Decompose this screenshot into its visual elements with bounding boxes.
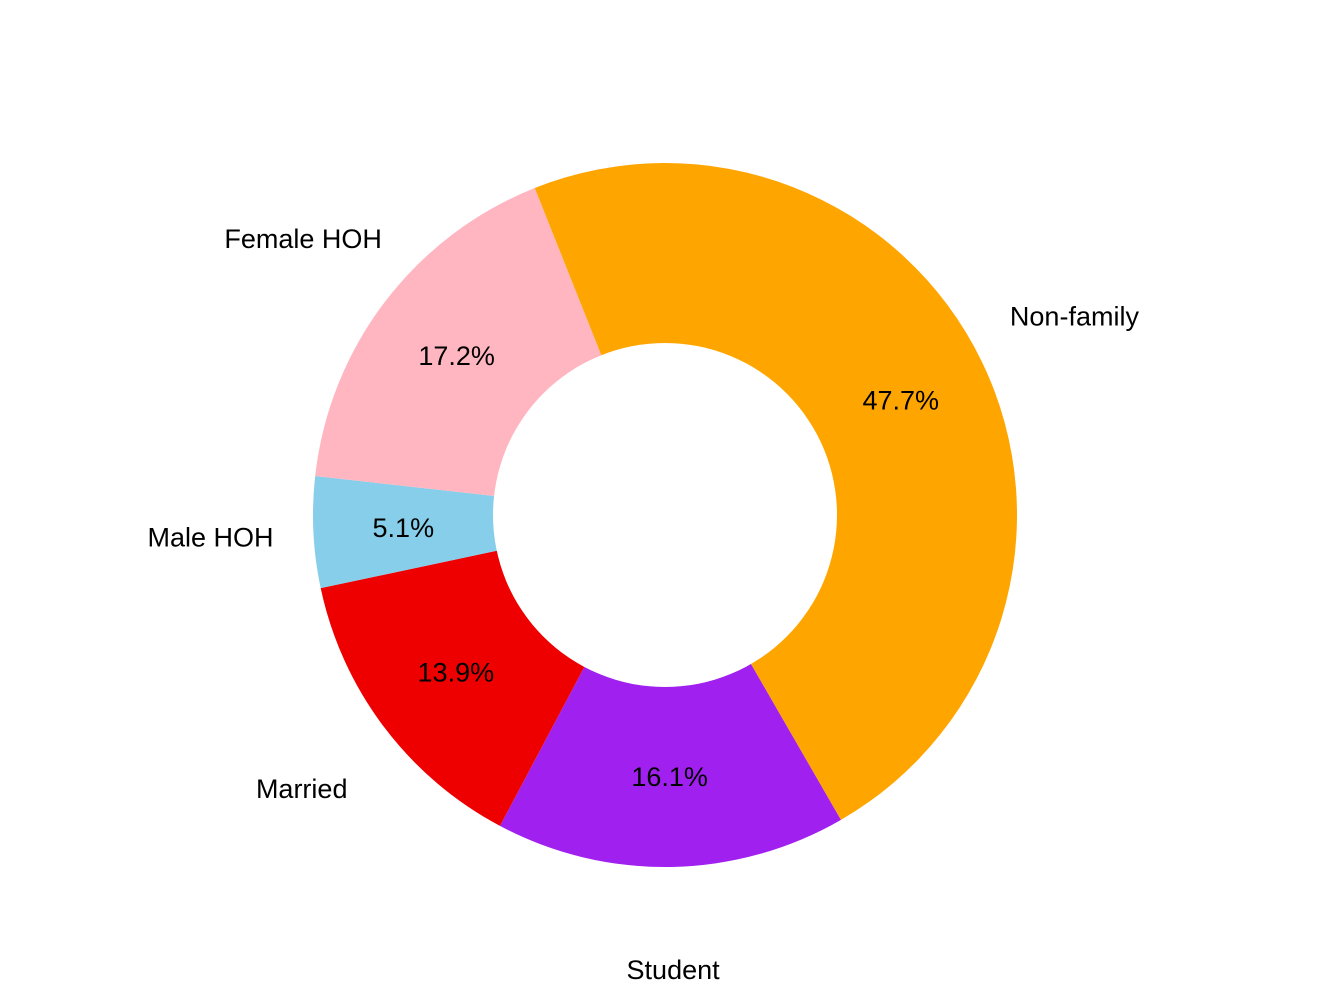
donut-hole <box>493 343 837 687</box>
category-label-student: Student <box>627 955 721 985</box>
slice-male-hoh <box>313 476 665 589</box>
value-label-non-family: 47.7% <box>862 386 939 416</box>
value-label-female-hoh: 17.2% <box>418 341 495 371</box>
category-label-male-hoh: Male HOH <box>148 522 274 552</box>
value-label-male-hoh: 5.1% <box>373 513 435 543</box>
category-label-married: Married <box>256 774 348 804</box>
category-label-female-hoh: Female HOH <box>224 224 382 254</box>
slice-student <box>499 515 841 868</box>
value-label-student: 16.1% <box>631 762 708 792</box>
labels-layer: 16.1% Student 13.9% Married 5.1% Male HOH 17.2… <box>148 224 1140 985</box>
category-label-non-family: Non-family <box>1010 302 1140 332</box>
value-label-married: 13.9% <box>418 658 495 688</box>
